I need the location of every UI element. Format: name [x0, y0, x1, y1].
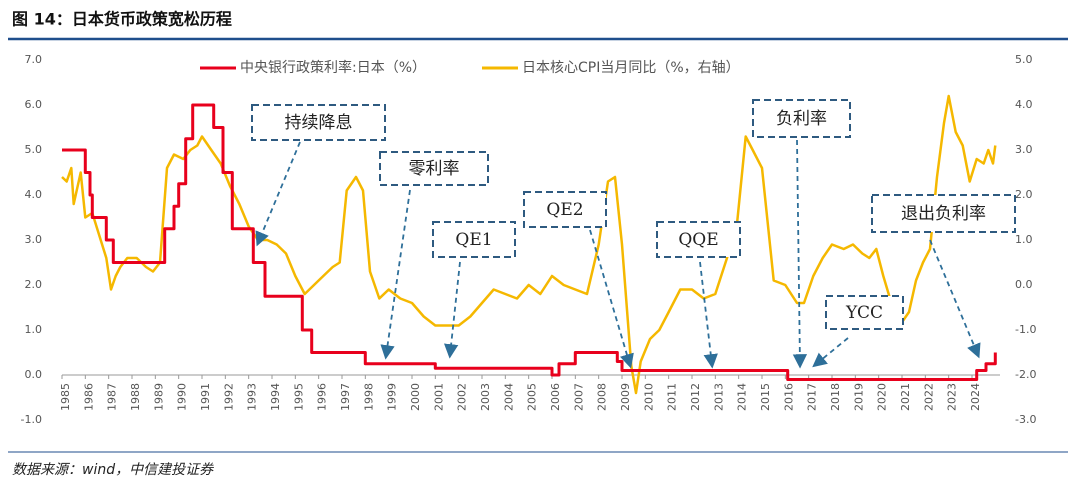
chart-title: 图 14：日本货币政策宽松历程	[12, 10, 232, 29]
x-tick-label: 2015	[759, 383, 772, 411]
y2-tick-label: 5.0	[1015, 53, 1033, 66]
x-tick-label: 2024	[969, 383, 982, 411]
series-line	[62, 103, 997, 381]
x-tick-label: 2009	[619, 383, 632, 411]
x-tick-label: 2003	[479, 383, 492, 411]
annotation-arrow	[929, 239, 981, 359]
x-tick-label: 2023	[946, 383, 959, 411]
annotation-arrow	[443, 261, 461, 359]
x-tick-label: 1995	[292, 383, 305, 411]
x-tick-label: 1994	[269, 383, 282, 411]
annotation-label: 零利率	[409, 159, 460, 179]
x-tick-label: 1993	[246, 383, 259, 411]
x-tick-label: 1992	[222, 383, 235, 411]
annotation-label: 负利率	[776, 109, 827, 129]
annotation-arrow	[812, 337, 849, 368]
x-tick-label: 2007	[572, 383, 585, 411]
annotation-box	[825, 295, 904, 330]
x-tick-label: 2017	[806, 383, 819, 411]
annotation-box	[656, 221, 741, 258]
annotation-box	[432, 221, 516, 258]
x-tick-label: 2019	[852, 383, 865, 411]
y-tick-label: -1.0	[21, 413, 42, 426]
y-tick-label: 2.0	[25, 278, 43, 291]
annotation-label: 退出负利率	[901, 204, 986, 224]
annotation-box	[871, 194, 1016, 233]
annotation-label: YCC	[845, 303, 883, 323]
y2-tick-label: -2.0	[1015, 368, 1036, 381]
y2-tick-label: 2.0	[1015, 188, 1033, 201]
x-tick-label: 2021	[899, 383, 912, 411]
annotation-arrow	[589, 229, 634, 369]
annotation-box	[379, 151, 489, 186]
x-tick-label: 2022	[922, 383, 935, 411]
x-tick-label: 2010	[642, 383, 655, 411]
y2-tick-label: 3.0	[1015, 143, 1033, 156]
x-tick-label: 2016	[782, 383, 795, 411]
annotation-label: QE1	[455, 230, 492, 250]
x-tick-label: 2012	[689, 383, 702, 411]
x-tick-label: 1988	[129, 383, 142, 411]
x-tick-label: 1987	[106, 383, 119, 411]
x-tick-label: 2018	[829, 383, 842, 411]
annotation-box	[752, 99, 851, 138]
y-tick-label: 5.0	[25, 143, 43, 156]
annotation-arrow	[699, 261, 718, 369]
y2-tick-label: 1.0	[1015, 233, 1033, 246]
y-tick-label: 6.0	[25, 98, 43, 111]
x-tick-label: 1991	[199, 383, 212, 411]
y-tick-label: 4.0	[25, 188, 43, 201]
x-tick-label: 2002	[456, 383, 469, 411]
x-tick-label: 1990	[176, 383, 189, 411]
y-tick-label: 7.0	[25, 53, 43, 66]
x-tick-label: 2008	[596, 383, 609, 411]
x-tick-label: 1989	[152, 383, 165, 411]
y2-tick-label: -3.0	[1015, 413, 1036, 426]
annotation-label: QE2	[546, 200, 583, 220]
annotation-box	[523, 191, 607, 228]
x-tick-label: 1997	[339, 383, 352, 411]
annotation-arrow	[380, 189, 411, 360]
y-tick-label: 0.0	[25, 368, 43, 381]
y2-tick-label: 0.0	[1015, 278, 1033, 291]
source: 数据来源：wind，中信建投证券	[12, 462, 214, 478]
x-tick-label: 2013	[712, 383, 725, 411]
annotation-arrow	[792, 139, 808, 369]
x-tick-label: 1985	[59, 383, 72, 411]
x-tick-label: 2005	[526, 383, 539, 411]
series-line	[61, 94, 997, 395]
y2-tick-label: -1.0	[1015, 323, 1036, 336]
legend-label: 中央银行政策利率:日本（%）	[240, 59, 426, 76]
y-tick-label: 1.0	[25, 323, 43, 336]
x-tick-label: 2000	[409, 383, 422, 411]
x-tick-label: 2006	[549, 383, 562, 411]
legend-label: 日本核心CPI当月同比（%，右轴）	[522, 60, 740, 76]
x-tick-label: 1999	[386, 383, 399, 411]
x-tick-label: 2014	[736, 383, 749, 411]
x-tick-label: 2011	[666, 383, 679, 411]
x-tick-label: 1986	[82, 383, 95, 411]
annotation-label: QQE	[678, 230, 718, 250]
annotation-arrow	[255, 141, 301, 247]
x-tick-label: 1998	[362, 383, 375, 411]
y2-tick-label: 4.0	[1015, 98, 1033, 111]
x-tick-label: 2001	[432, 383, 445, 411]
y-tick-label: 3.0	[25, 233, 43, 246]
x-tick-label: 2004	[502, 383, 515, 411]
x-tick-label: 1996	[316, 383, 329, 411]
annotation-box	[251, 104, 386, 141]
x-tick-label: 2020	[876, 383, 889, 411]
annotation-label: 持续降息	[285, 113, 353, 133]
